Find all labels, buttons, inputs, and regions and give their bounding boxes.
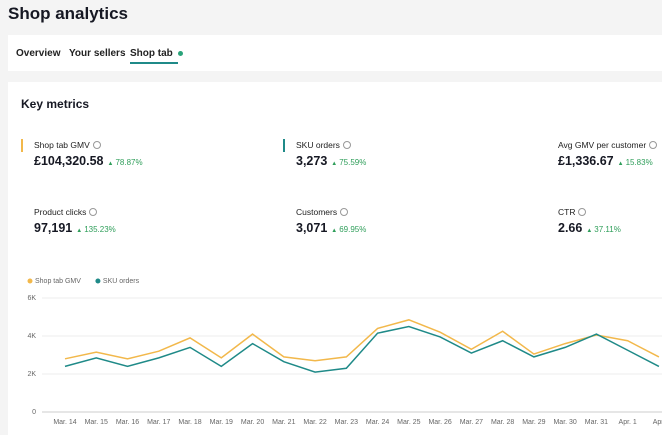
series-line	[64, 325, 660, 373]
metric-indicator	[21, 139, 23, 152]
metric-change-text: 15.83%	[625, 158, 653, 167]
metric-label-text: Product clicks	[34, 207, 87, 217]
info-icon	[340, 208, 349, 216]
up-arrow: ▲	[107, 161, 114, 167]
tab[interactable]: Your sellers	[69, 48, 126, 59]
up-arrow: ▲	[76, 228, 83, 234]
metric-change: ▲ 75.59%	[331, 158, 366, 167]
y-tick-label: 2K	[27, 371, 36, 378]
metric-value-text: £1,336.67	[558, 154, 614, 168]
y-tick-label: 4K	[27, 333, 36, 340]
metric-change: ▲ 78.87%	[108, 158, 143, 167]
metric-value-text: £104,320.58	[34, 154, 104, 168]
y-tick-label: 0	[32, 409, 36, 416]
active-underline	[130, 62, 178, 64]
info-icon	[649, 141, 658, 149]
metric-value: 3,273 ▲ 75.59%	[296, 154, 366, 168]
up-arrow: ▲	[586, 228, 593, 234]
legend-label: Shop tab GMV	[35, 278, 81, 285]
x-tick-label: Mar. 21	[272, 419, 295, 426]
metric-label-text: Customers	[296, 207, 338, 217]
up-arrow: ▲	[331, 161, 338, 167]
x-tick-label: Mar. 23	[335, 419, 358, 426]
x-tick-label: Mar. 15	[85, 419, 108, 426]
metric-value-text: 3,273	[296, 154, 328, 168]
y-tick-label: 6K	[27, 295, 36, 302]
info-icon	[89, 208, 98, 216]
x-tick-label: Apr.	[653, 419, 662, 426]
metric-value: 97,191 ▲ 135.23%	[34, 221, 116, 235]
metric-change-text: 37.11%	[594, 225, 621, 234]
x-tick-label: Mar. 26	[428, 419, 451, 426]
x-tick-label: Mar. 22	[303, 419, 326, 426]
metric-value-text: 3,071	[296, 221, 328, 235]
metric-label: CTR	[558, 207, 587, 217]
x-tick-label: Mar. 30	[553, 419, 576, 426]
metric-change-text: 69.95%	[339, 225, 367, 234]
card-title: Key metrics	[21, 97, 90, 111]
x-tick-label: Mar. 25	[397, 419, 420, 426]
metric-label-text: Avg GMV per customer	[558, 140, 647, 150]
metric-label: SKU orders	[296, 140, 351, 150]
x-tick-label: Mar. 28	[491, 419, 514, 426]
legend-swatch	[95, 278, 101, 284]
metric-indicator	[283, 139, 285, 152]
page-title: Shop analytics	[8, 4, 128, 23]
tab-bar: Overview Your sellers Shop tab	[8, 35, 662, 71]
x-tick-label: Mar. 20	[241, 419, 264, 426]
metric-change-text: 78.87%	[115, 158, 143, 167]
metric-change: ▲ 15.83%	[618, 158, 653, 167]
x-tick-label: Mar. 31	[585, 419, 608, 426]
tab[interactable]: Overview	[16, 48, 61, 59]
active-dot	[177, 50, 183, 56]
tab[interactable]: Shop tab	[130, 48, 183, 59]
metric-value: 2.66 ▲ 37.11%	[558, 221, 621, 235]
metric-change-text: 75.59%	[339, 158, 367, 167]
info-icon	[578, 208, 587, 216]
series-line	[64, 319, 660, 362]
metric-value: £104,320.58 ▲ 78.87%	[34, 154, 143, 168]
metric-label: Avg GMV per customer	[558, 140, 658, 150]
x-tick-label: Mar. 24	[366, 419, 389, 426]
metric-value-text: 97,191	[34, 221, 73, 235]
metric-label: Customers	[296, 207, 349, 217]
metric-label-text: CTR	[558, 207, 576, 217]
metric-label-text: Shop tab GMV	[34, 140, 90, 150]
x-tick-label: Mar. 29	[522, 419, 545, 426]
metric-change: ▲ 135.23%	[76, 225, 116, 234]
metric-change: ▲ 69.95%	[331, 225, 366, 234]
metrics-card: Key metrics Shop tab GMV £104,320.58 ▲ 78.8…	[8, 82, 662, 435]
up-arrow: ▲	[617, 161, 624, 167]
chart: 0 2K 4K 6K Mar. 14 Mar. 15 Mar. 16 Mar. 17 Mar. …	[27, 278, 662, 426]
legend-swatch	[27, 278, 33, 284]
x-tick-label: Mar. 16	[116, 419, 139, 426]
x-tick-label: Apr. 1	[619, 419, 637, 426]
metric-value: £1,336.67 ▲ 15.83%	[558, 154, 653, 168]
x-tick-label: Mar. 17	[147, 419, 170, 426]
metric-value-text: 2.66	[558, 221, 583, 235]
metric-label: Product clicks	[34, 207, 98, 217]
x-tick-label: Mar. 18	[178, 419, 201, 426]
metric-change: ▲ 37.11%	[586, 225, 621, 234]
metric-change-text: 135.23%	[84, 225, 116, 234]
metric-label-text: SKU orders	[296, 140, 340, 150]
x-tick-label: Mar. 19	[210, 419, 233, 426]
metric-value: 3,071 ▲ 69.95%	[296, 221, 366, 235]
metric-label: Shop tab GMV	[34, 140, 101, 150]
x-tick-label: Mar. 27	[460, 419, 483, 426]
legend-label: SKU orders	[103, 278, 140, 285]
x-tick-label: Mar. 14	[53, 419, 76, 426]
info-icon	[342, 141, 351, 149]
info-icon	[92, 141, 101, 149]
up-arrow: ▲	[331, 228, 338, 234]
